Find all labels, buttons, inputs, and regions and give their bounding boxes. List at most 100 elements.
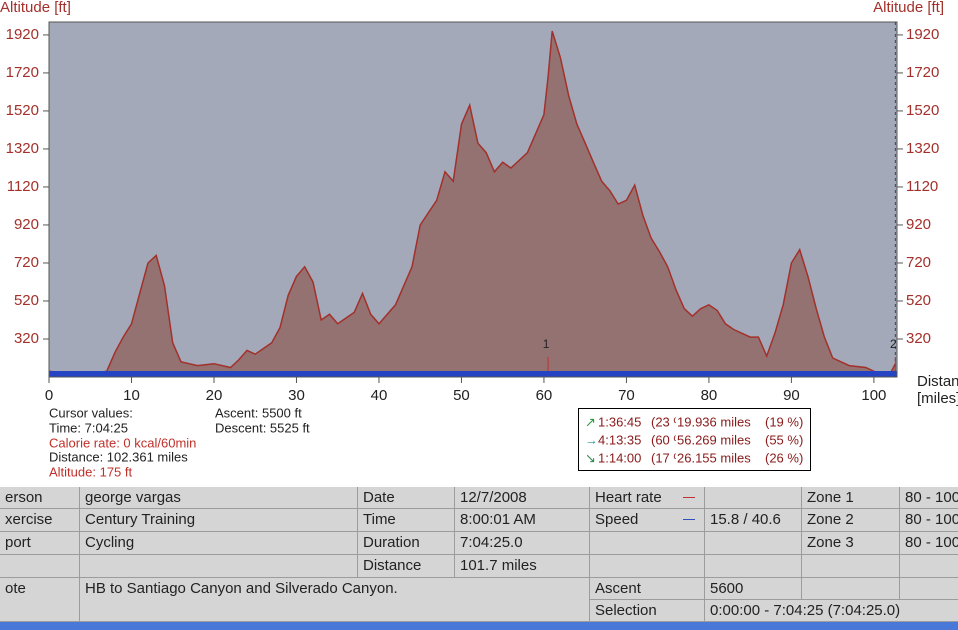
cursor-altitude: Altitude: 175 ft <box>49 464 132 479</box>
stat-distance: 19.936 miles <box>677 414 751 429</box>
y-tick-label: 1120 <box>7 178 39 195</box>
y-tick-label: 320 <box>14 330 39 347</box>
cursor-descent: Descent: 5525 ft <box>215 420 310 435</box>
cursor-calorie: Calorie rate: 0 kcal/60min <box>49 435 196 450</box>
y2-tick-label: 720 <box>906 254 931 271</box>
table-cell: 101.7 miles <box>455 555 590 578</box>
y2-tick-label: 1920 <box>906 26 939 43</box>
table-cell: 80 - 100 <box>900 532 958 555</box>
y-tick-label: 1320 <box>6 140 39 157</box>
cursor-time: Time: 7:04:25 <box>49 420 128 435</box>
cell-text: 5600 <box>710 580 744 597</box>
table-cell: Zone 2 <box>802 509 900 532</box>
y-axis-title: Altitude [ft] <box>0 0 71 16</box>
table-cell: Selection <box>590 600 705 622</box>
table-cell: Zone 1 <box>802 487 900 509</box>
y2-tick-label: 520 <box>906 292 931 309</box>
table-cell: erson <box>0 487 80 509</box>
cell-text: port <box>5 534 31 551</box>
empty-cell <box>705 487 802 509</box>
marker-label: 2 <box>890 337 897 351</box>
stat-distance-pct: (26 %) <box>765 450 803 465</box>
y2-tick-label: 1320 <box>906 140 939 157</box>
stat-time-pct: (17 %) <box>651 450 689 465</box>
stat-distance-pct: (19 %) <box>765 414 803 429</box>
cell-text: Distance <box>363 557 422 574</box>
y2-tick-label: 1520 <box>906 102 939 119</box>
cell-text: 80 - 100 <box>905 511 958 528</box>
cell-text: HB to Santiago Canyon and Silverado Cany… <box>85 580 398 597</box>
status-strip <box>0 622 958 630</box>
cell-text: Zone 1 <box>807 489 854 506</box>
table-cell: port <box>0 532 80 555</box>
empty-cell <box>705 532 802 555</box>
y2-tick-label: 920 <box>906 216 931 233</box>
y2-axis-title: Altitude [ft] <box>873 0 944 16</box>
legend-line <box>683 497 695 498</box>
y-tick-label: 520 <box>14 292 39 309</box>
cell-text: ote <box>5 580 26 597</box>
x-axis-unit: [miles] <box>917 390 958 407</box>
y-tick-label: 720 <box>14 254 39 271</box>
legend-line <box>683 519 695 520</box>
cell-text: Zone 2 <box>807 511 854 528</box>
cursor-ascent: Ascent: 5500 ft <box>215 405 302 420</box>
table-cell: Ascent <box>590 578 705 600</box>
empty-cell <box>802 578 900 600</box>
chart: Altitude [ft] Altitude [ft] Distance [mi… <box>0 0 958 479</box>
table-cell: Distance <box>358 555 455 578</box>
cursor-title: Cursor values: <box>49 405 133 420</box>
cell-text: 15.8 / 40.6 <box>710 511 781 528</box>
table-cell: 8:00:01 AM <box>455 509 590 532</box>
stat-time: 1:14:00 <box>598 450 641 465</box>
table-cell: Heart rate <box>590 487 705 509</box>
table-cell: george vargas <box>80 487 358 509</box>
y2-tick-label: 1120 <box>906 178 938 195</box>
x-tick-label: 40 <box>371 387 388 404</box>
cell-text: Heart rate <box>595 489 662 506</box>
x-tick-label: 90 <box>783 387 800 404</box>
y-tick-label: 1920 <box>6 26 39 43</box>
empty-cell <box>590 532 705 555</box>
table-cell: 80 - 100 <box>900 509 958 532</box>
cell-text: Century Training <box>85 511 196 528</box>
y2-tick-label: 1720 <box>906 64 939 81</box>
cell-text: 0:00:00 - 7:04:25 (7:04:25.0) <box>710 602 901 619</box>
x-tick-label: 0 <box>45 387 53 404</box>
stat-distance: 56.269 miles <box>677 432 751 447</box>
cell-text: Duration <box>363 534 420 551</box>
empty-cell <box>802 555 900 578</box>
cell-text: 8:00:01 AM <box>460 511 536 528</box>
table-cell: 80 - 100 <box>900 487 958 509</box>
empty-cell <box>900 578 958 600</box>
svg-text:↘: ↘ <box>585 450 596 465</box>
cell-text: 7:04:25.0 <box>460 534 523 551</box>
empty-cell <box>80 555 358 578</box>
cell-text: Time <box>363 511 396 528</box>
table-cell: Duration <box>358 532 455 555</box>
altitude-area <box>49 31 896 377</box>
table-cell: HB to Santiago Canyon and Silverado Cany… <box>80 578 590 622</box>
x-tick-label: 100 <box>861 387 886 404</box>
marker-label: 1 <box>543 337 550 351</box>
cell-text: erson <box>5 489 43 506</box>
y-tick-label: 1520 <box>6 102 39 119</box>
cursor-distance: Distance: 102.361 miles <box>49 449 188 464</box>
stats-box <box>578 408 811 471</box>
cell-text: Selection <box>595 602 657 619</box>
cell-text: 80 - 100 <box>905 489 958 506</box>
table-cell: Time <box>358 509 455 532</box>
x-tick-label: 50 <box>453 387 470 404</box>
stat-time-pct: (60 %) <box>651 432 689 447</box>
svg-text:↗: ↗ <box>585 414 596 429</box>
cell-text: xercise <box>5 511 53 528</box>
cell-text: 12/7/2008 <box>460 489 527 506</box>
empty-cell <box>0 555 80 578</box>
altitude-line <box>48 30 897 375</box>
svg-text:→: → <box>585 432 598 447</box>
x-tick-label: 80 <box>701 387 718 404</box>
table-cell: 7:04:25.0 <box>455 532 590 555</box>
empty-cell <box>590 555 705 578</box>
stat-distance: 26.155 miles <box>677 450 751 465</box>
table-cell: 12/7/2008 <box>455 487 590 509</box>
